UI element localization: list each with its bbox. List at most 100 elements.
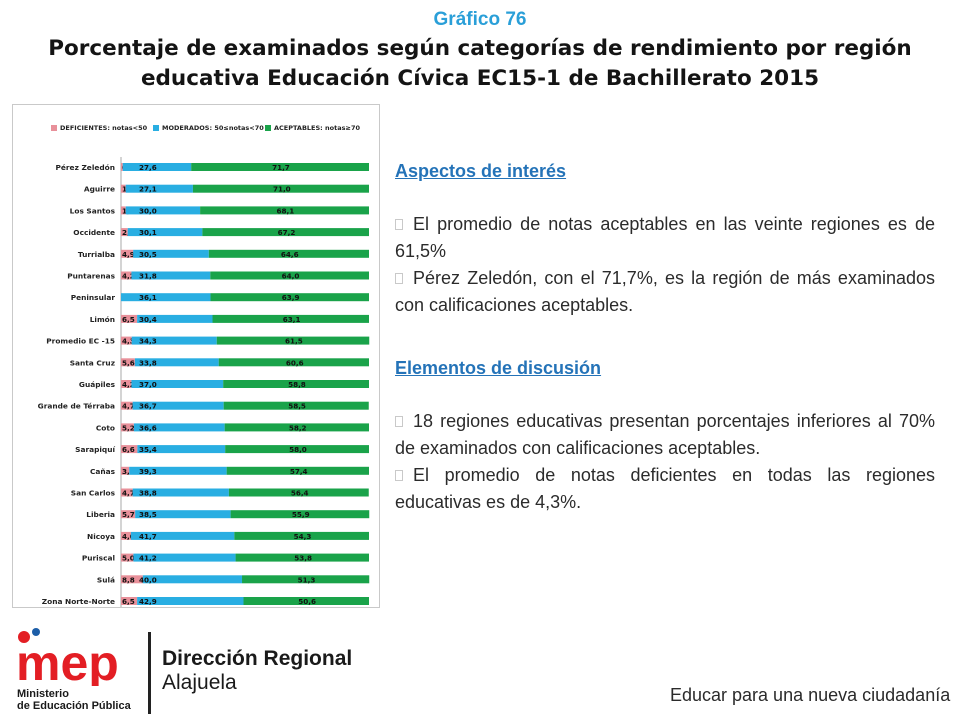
data-label-aceptables: 58,8 <box>288 380 306 389</box>
bar-segment-aceptables <box>223 380 369 388</box>
mep-logo: mep <box>16 628 119 686</box>
bar-segment-deficientes <box>121 380 132 388</box>
data-label-moderados: 36,6 <box>139 423 157 432</box>
data-label-deficientes: 4,3 <box>122 337 135 346</box>
bar-segment-moderados <box>125 206 201 215</box>
discusion-bullet-2: El promedio de notas deficientes en toda… <box>395 462 935 516</box>
data-label-moderados: 30,1 <box>139 228 157 237</box>
data-label-moderados: 36,7 <box>139 402 157 411</box>
bar-segment-moderados <box>131 336 217 345</box>
data-label-deficientes: 6,5 <box>122 597 135 606</box>
data-label-aceptables: 64,0 <box>282 272 300 281</box>
data-label-deficientes: 6,6 <box>122 445 135 454</box>
category-tick-label: Puntarenas <box>67 272 115 281</box>
category-tick-label: Turrialba <box>78 250 115 259</box>
data-label-moderados: 38,8 <box>139 489 157 498</box>
bar-segment-aceptables <box>242 575 370 584</box>
data-label-moderados: 34,3 <box>139 337 157 346</box>
data-label-moderados: 42,9 <box>139 597 157 606</box>
data-label-moderados: 36,1 <box>139 293 157 302</box>
direccion-regional: Dirección Regional <box>162 647 353 670</box>
ministry-name-line2: de Educación Pública <box>17 700 131 712</box>
logo-divider <box>148 632 151 714</box>
bar-segment-moderados <box>133 553 236 562</box>
bar-segment-moderados <box>134 358 219 367</box>
data-label-moderados: 41,2 <box>139 554 157 563</box>
bar-segment-moderados <box>130 531 235 540</box>
discusion-bullet-2-text: El promedio de notas deficientes en toda… <box>395 465 935 512</box>
legend-swatch-moderados <box>153 125 159 131</box>
data-label-moderados: 37,0 <box>139 380 157 389</box>
aspectos-heading: Aspectos de interés <box>395 161 567 181</box>
data-label-aceptables: 71,0 <box>273 185 291 194</box>
legend-swatch-aceptables <box>265 125 271 131</box>
data-label-aceptables: 68,1 <box>277 206 295 215</box>
data-label-aceptables: 57,4 <box>290 467 308 476</box>
data-label-aceptables: 58,0 <box>289 445 307 454</box>
bar-segment-deficientes <box>121 510 136 519</box>
slide-title-line1: Porcentaje de examinados según categoría… <box>48 36 912 61</box>
bar-segment-aceptables <box>212 314 369 323</box>
data-label-moderados: 27,1 <box>139 185 157 194</box>
bar-segment-moderados <box>122 163 192 171</box>
ministry-name-line1: Ministerio <box>17 688 69 700</box>
data-label-aceptables: 63,9 <box>282 293 300 302</box>
bar-segment-deficientes <box>121 358 135 367</box>
data-label-moderados: 41,7 <box>139 532 157 541</box>
category-tick-label: Peninsular <box>71 293 116 302</box>
data-label-deficientes: 4,9 <box>122 250 135 259</box>
data-label-aceptables: 50,6 <box>298 597 316 606</box>
bar-segment-aceptables <box>210 293 369 302</box>
data-label-deficientes: 4,0 <box>122 532 135 541</box>
discusion-bullet-1-text: 18 regiones educativas presentan porcent… <box>395 411 935 458</box>
bar-segment-moderados <box>137 314 213 323</box>
bar-segment-deficientes <box>121 314 138 323</box>
bar-segment-deficientes <box>121 271 132 280</box>
category-tick-label: Pérez Zeledón <box>55 163 115 172</box>
bullet-marker-icon <box>395 470 403 481</box>
aspectos-bullet-1-text: El promedio de notas aceptables en las v… <box>395 214 935 261</box>
category-tick-label: Zona Norte-Norte <box>42 597 115 606</box>
bar-segment-deficientes <box>121 401 133 410</box>
bar-segment-aceptables <box>226 466 369 475</box>
data-label-deficientes: 5,2 <box>122 423 135 432</box>
bar-segment-moderados <box>127 228 203 237</box>
data-label-moderados: 27,6 <box>139 163 157 172</box>
data-label-aceptables: 71,7 <box>272 163 290 172</box>
bar-segment-deficientes <box>121 206 126 215</box>
bullet-marker-icon <box>395 273 403 284</box>
bar-segment-moderados <box>125 184 193 193</box>
data-label-aceptables: 55,9 <box>292 510 310 519</box>
data-label-deficientes: 6,5 <box>122 315 135 324</box>
legend-label-moderados: MODERADOS: 50≤notas<70 <box>162 124 264 132</box>
slide-header: Gráfico 76 Porcentaje de examinados segú… <box>0 8 960 94</box>
category-tick-label: Coto <box>96 423 115 432</box>
bar-segment-aceptables <box>230 510 370 519</box>
data-label-moderados: 40,0 <box>139 575 157 584</box>
data-label-moderados: 33,8 <box>139 358 157 367</box>
data-label-aceptables: 53,8 <box>294 554 312 563</box>
category-tick-label: Sulá <box>97 575 115 584</box>
category-tick-label: Nicoya <box>87 532 115 541</box>
bar-segment-aceptables <box>234 531 369 540</box>
tagline: Educar para una nueva ciudadanía <box>670 685 951 705</box>
bar-segment-moderados <box>137 445 226 454</box>
category-tick-label: Occidente <box>73 228 115 237</box>
bar-segment-moderados <box>142 575 243 584</box>
data-label-aceptables: 51,3 <box>298 575 316 584</box>
category-tick-label: Puriscal <box>82 554 115 563</box>
data-label-deficientes: 4,7 <box>122 489 135 498</box>
data-label-aceptables: 54,3 <box>294 532 312 541</box>
logo-wordmark: mep <box>16 635 119 686</box>
bullet-marker-icon <box>395 219 403 230</box>
legend-label-aceptables: ACEPTABLES: notas≥70 <box>274 124 360 132</box>
bar-segment-deficientes <box>121 597 138 605</box>
data-label-deficientes: 5,0 <box>122 554 135 563</box>
discusion-heading: Elementos de discusión <box>395 358 602 378</box>
bar-segment-deficientes <box>121 336 132 345</box>
bar-segment-deficientes <box>121 553 134 562</box>
bar-segment-deficientes <box>121 423 134 432</box>
category-tick-label: Cañas <box>90 467 116 476</box>
category-tick-label: Grande de Térraba <box>38 402 115 411</box>
footer: mep Ministerio de Educación Pública Dire… <box>0 608 960 720</box>
